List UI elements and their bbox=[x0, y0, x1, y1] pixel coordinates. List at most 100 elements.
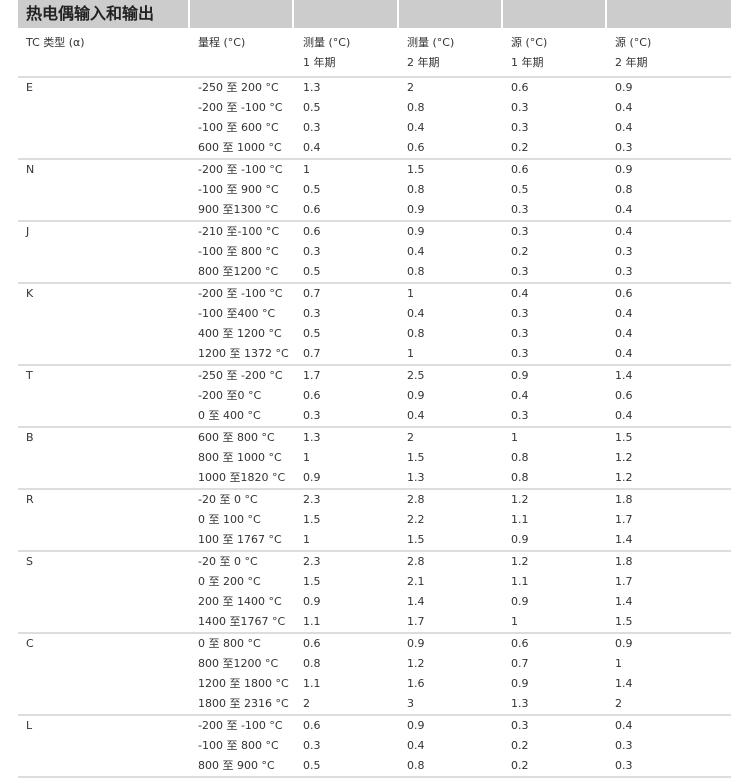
cell-source-1yr: 0.6 bbox=[511, 81, 529, 94]
cell-range: 800 至1200 °C bbox=[198, 657, 279, 670]
cell-range: -20 至 0 °C bbox=[198, 555, 258, 568]
cell-source-1yr: 1 bbox=[511, 615, 518, 628]
cell-range: 0 至 100 °C bbox=[198, 513, 261, 526]
cell-source-1yr: 0.9 bbox=[511, 369, 529, 382]
cell-source-1yr: 1.2 bbox=[511, 493, 529, 506]
header-measure-2yr: 测量 (°C) bbox=[407, 36, 455, 49]
cell-measure-2yr: 0.9 bbox=[407, 389, 425, 402]
cell-tc-type: J bbox=[26, 225, 30, 238]
cell-measure-2yr: 1.6 bbox=[407, 677, 425, 690]
table-title-row: 热电偶输入和输出 bbox=[18, 0, 731, 28]
cell-source-1yr: 0.9 bbox=[511, 595, 529, 608]
table-row: 800 至1200 °C 0.8 1.2 0.7 1 bbox=[18, 654, 731, 674]
cell-measure-1yr: 0.6 bbox=[303, 637, 321, 650]
table-row: 1400 至1767 °C 1.1 1.7 1 1.5 bbox=[18, 612, 731, 632]
title-cell bbox=[503, 0, 607, 28]
cell-range: -100 至 800 °C bbox=[198, 245, 279, 258]
table-row: -100 至400 °C 0.3 0.4 0.3 0.4 bbox=[18, 304, 731, 324]
cell-range: 400 至 1200 °C bbox=[198, 327, 282, 340]
cell-source-2yr: 0.3 bbox=[615, 739, 633, 752]
cell-source-2yr: 0.3 bbox=[615, 265, 633, 278]
cell-source-2yr: 0.9 bbox=[615, 81, 633, 94]
cell-measure-2yr: 1.3 bbox=[407, 471, 425, 484]
cell-tc-type: K bbox=[26, 287, 34, 300]
cell-range: -200 至 -100 °C bbox=[198, 163, 283, 176]
cell-range: 100 至 1767 °C bbox=[198, 533, 282, 546]
cell-source-1yr: 0.5 bbox=[511, 183, 529, 196]
cell-range: 800 至 1000 °C bbox=[198, 451, 282, 464]
cell-source-1yr: 0.8 bbox=[511, 451, 529, 464]
cell-measure-2yr: 0.4 bbox=[407, 739, 425, 752]
cell-tc-type bbox=[18, 448, 190, 468]
cell-source-1yr: 1.2 bbox=[511, 555, 529, 568]
cell-tc-type: E bbox=[26, 81, 33, 94]
cell-tc-type bbox=[18, 180, 190, 200]
cell-tc-type bbox=[18, 304, 190, 324]
cell-source-2yr: 1.7 bbox=[615, 575, 633, 588]
cell-measure-2yr: 0.4 bbox=[407, 307, 425, 320]
column-headers: TC 类型 (α) 量程 (°C) 测量 (°C) 测量 (°C) 源 (°C)… bbox=[18, 33, 731, 78]
cell-source-2yr: 1.2 bbox=[615, 471, 633, 484]
cell-tc-type bbox=[18, 572, 190, 592]
cell-measure-1yr: 0.5 bbox=[303, 759, 321, 772]
table-row: J -210 至-100 °C 0.6 0.9 0.3 0.4 bbox=[18, 222, 731, 242]
cell-measure-2yr: 2.2 bbox=[407, 513, 425, 526]
cell-measure-1yr: 1.1 bbox=[303, 677, 321, 690]
header-measure-1yr: 测量 (°C) bbox=[303, 36, 351, 49]
cell-measure-1yr: 0.3 bbox=[303, 245, 321, 258]
tc-group-c: C 0 至 800 °C 0.6 0.9 0.6 0.9 800 至1200 °C 0.8 1.… bbox=[18, 632, 731, 714]
cell-source-2yr: 0.4 bbox=[615, 409, 633, 422]
cell-source-2yr: 0.9 bbox=[615, 163, 633, 176]
table-row: -200 至0 °C 0.6 0.9 0.4 0.6 bbox=[18, 386, 731, 406]
cell-tc-type: B bbox=[26, 431, 34, 444]
cell-measure-1yr: 0.6 bbox=[303, 389, 321, 402]
table-title: 热电偶输入和输出 bbox=[18, 0, 190, 28]
table-row: E -250 至 200 °C 1.3 2 0.6 0.9 bbox=[18, 78, 731, 98]
cell-measure-2yr: 0.6 bbox=[407, 141, 425, 154]
tc-group-s: S -20 至 0 °C 2.3 2.8 1.2 1.8 0 至 200 °C 1.5 2.1 1… bbox=[18, 550, 731, 632]
cell-measure-2yr: 1 bbox=[407, 287, 414, 300]
cell-source-2yr: 0.4 bbox=[615, 101, 633, 114]
cell-measure-2yr: 0.8 bbox=[407, 265, 425, 278]
cell-tc-type bbox=[18, 138, 190, 158]
cell-range: -100 至400 °C bbox=[198, 307, 276, 320]
cell-tc-type bbox=[18, 612, 190, 632]
cell-measure-2yr: 3 bbox=[407, 697, 414, 710]
cell-source-1yr: 1.3 bbox=[511, 697, 529, 710]
header-sub-source-1yr: 1 年期 bbox=[511, 56, 544, 69]
cell-tc-type bbox=[18, 592, 190, 612]
cell-measure-1yr: 1 bbox=[303, 533, 310, 546]
cell-source-1yr: 0.9 bbox=[511, 677, 529, 690]
cell-measure-2yr: 1.4 bbox=[407, 595, 425, 608]
cell-measure-1yr: 0.6 bbox=[303, 719, 321, 732]
cell-measure-1yr: 0.9 bbox=[303, 471, 321, 484]
tc-group-j: J -210 至-100 °C 0.6 0.9 0.3 0.4 -100 至 800 °C 0… bbox=[18, 220, 731, 282]
thermocouple-spec-table: 热电偶输入和输出 TC 类型 (α) 量程 (°C) 测量 (°C) 测量 (°… bbox=[18, 0, 731, 778]
table-row: -100 至 600 °C 0.3 0.4 0.3 0.4 bbox=[18, 118, 731, 138]
table-row: 200 至 1400 °C 0.9 1.4 0.9 1.4 bbox=[18, 592, 731, 612]
cell-source-2yr: 0.3 bbox=[615, 245, 633, 258]
cell-source-2yr: 1 bbox=[615, 657, 622, 670]
tc-group-l: L -200 至 -100 °C 0.6 0.9 0.3 0.4 -100 至 800 °C… bbox=[18, 714, 731, 776]
cell-tc-type: R bbox=[26, 493, 34, 506]
cell-measure-2yr: 2.5 bbox=[407, 369, 425, 382]
cell-source-1yr: 0.3 bbox=[511, 121, 529, 134]
cell-range: -200 至 -100 °C bbox=[198, 287, 283, 300]
cell-source-1yr: 0.3 bbox=[511, 203, 529, 216]
cell-source-2yr: 0.4 bbox=[615, 121, 633, 134]
cell-measure-2yr: 1 bbox=[407, 347, 414, 360]
cell-measure-2yr: 2.8 bbox=[407, 555, 425, 568]
cell-range: 600 至 1000 °C bbox=[198, 141, 282, 154]
cell-source-1yr: 0.6 bbox=[511, 163, 529, 176]
cell-measure-2yr: 2 bbox=[407, 81, 414, 94]
cell-source-2yr: 1.7 bbox=[615, 513, 633, 526]
tc-group-e: E -250 至 200 °C 1.3 2 0.6 0.9 -200 至 -100 °C 0.… bbox=[18, 78, 731, 158]
table-row: 400 至 1200 °C 0.5 0.8 0.3 0.4 bbox=[18, 324, 731, 344]
cell-range: 1200 至 1372 °C bbox=[198, 347, 289, 360]
cell-tc-type bbox=[18, 98, 190, 118]
cell-tc-type bbox=[18, 386, 190, 406]
cell-source-1yr: 0.4 bbox=[511, 287, 529, 300]
cell-tc-type: S bbox=[26, 555, 33, 568]
cell-source-2yr: 0.4 bbox=[615, 347, 633, 360]
cell-measure-1yr: 2.3 bbox=[303, 555, 321, 568]
